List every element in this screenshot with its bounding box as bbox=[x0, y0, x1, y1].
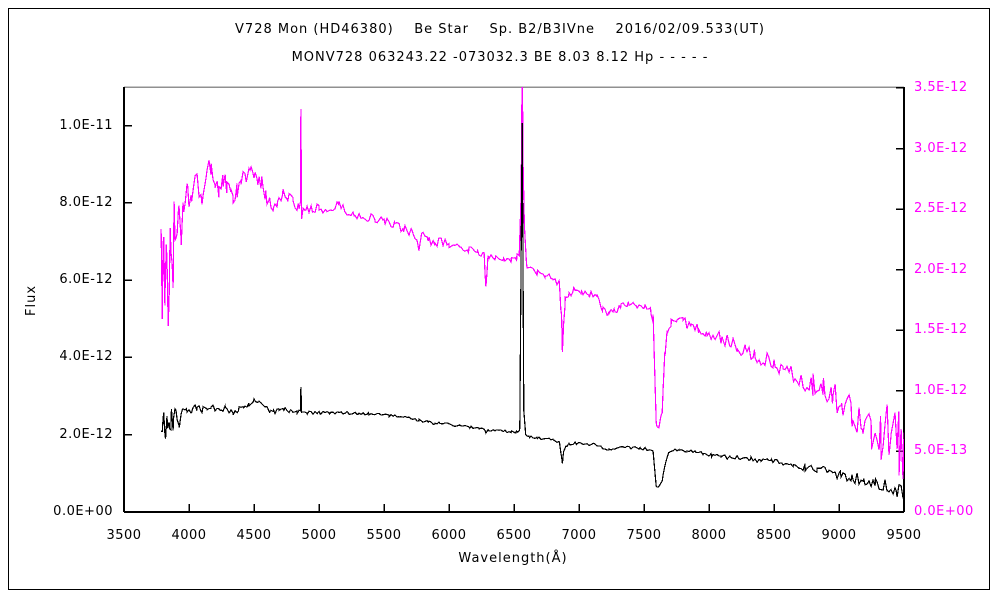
axis-ticks bbox=[123, 87, 905, 513]
x-axis-tick-label: 8000 bbox=[691, 528, 727, 543]
left-axis-tick-label: 2.0E-12 bbox=[59, 426, 113, 442]
chart-title: V728 Mon (HD46380) Be Star Sp. B2/B3IVne… bbox=[235, 22, 765, 37]
x-axis-tick-label: 5000 bbox=[301, 528, 337, 543]
x-axis-tick-label: 7500 bbox=[626, 528, 662, 543]
left-axis-tick-label: 0.0E+00 bbox=[53, 504, 113, 519]
x-axis-label-wavelength: Wavelength(Å) bbox=[458, 551, 568, 566]
x-axis-tick-label: 6000 bbox=[431, 528, 467, 543]
x-axis-tick-label: 4000 bbox=[171, 528, 207, 543]
right-axis-tick-label: 5.0E-13 bbox=[914, 443, 968, 459]
x-axis-tick-label: 3500 bbox=[106, 528, 142, 543]
left-axis-tick-label: 1.0E-11 bbox=[59, 117, 113, 133]
right-axis-tick-label: 3.5E-12 bbox=[914, 79, 968, 95]
left-axis-tick-label: 6.0E-12 bbox=[59, 272, 113, 288]
left-axis-tick-label: 4.0E-12 bbox=[59, 349, 113, 365]
x-axis-tick-label: 9500 bbox=[886, 528, 922, 543]
plot-frame bbox=[123, 86, 905, 513]
x-axis-tick-label: 4500 bbox=[236, 528, 272, 543]
spectra-curves bbox=[160, 87, 904, 499]
spectrum-magenta-curve bbox=[160, 87, 904, 479]
left-axis-tick-label: 8.0E-12 bbox=[59, 194, 113, 210]
chart-subtitle: MONV728 063243.22 -073032.3 BE 8.03 8.12… bbox=[291, 50, 709, 65]
x-axis-tick-label: 6500 bbox=[496, 528, 532, 543]
x-axis-tick-label: 8500 bbox=[756, 528, 792, 543]
right-axis-tick-label: 2.0E-12 bbox=[914, 261, 968, 277]
right-axis-tick-label: 2.5E-12 bbox=[914, 201, 968, 217]
right-axis-tick-label: 1.0E-12 bbox=[914, 382, 968, 398]
right-axis-tick-label: 0.0E+00 bbox=[914, 504, 974, 519]
x-axis-tick-label: 5500 bbox=[366, 528, 402, 543]
x-axis-tick-label: 9000 bbox=[821, 528, 857, 543]
right-axis-tick-label: 1.5E-12 bbox=[914, 322, 968, 338]
right-axis-tick-label: 3.0E-12 bbox=[914, 140, 968, 156]
x-axis-tick-label: 7000 bbox=[561, 528, 597, 543]
spectrum-black-curve bbox=[161, 122, 904, 499]
